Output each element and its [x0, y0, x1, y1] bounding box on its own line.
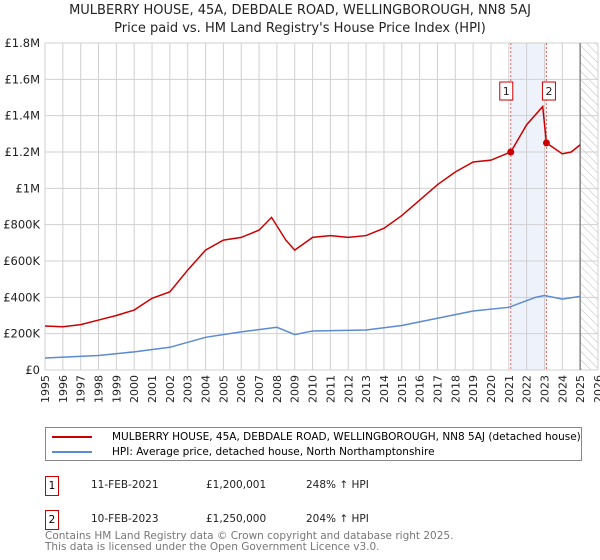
- y-tick-label: £0: [25, 363, 40, 377]
- legend-swatch-red: [52, 436, 92, 438]
- transaction-hpi: 248% ↑ HPI: [306, 479, 369, 491]
- y-tick-label: £1M: [15, 181, 40, 195]
- transaction-marker: 1: [45, 476, 59, 496]
- y-tick-label: £1.8M: [4, 36, 40, 50]
- x-tick-label: 1997: [75, 375, 88, 403]
- footer-line: This data is licensed under the Open Gov…: [45, 541, 380, 553]
- transaction-price: £1,250,000: [206, 513, 267, 525]
- price-chart: 1995 1996 1997 1998 1999 2000 2001 2002 2003 2004…: [3, 36, 600, 403]
- chart-subtitle: Price paid vs. HM Land Registry's House …: [114, 21, 486, 36]
- footer-line: Contains HM Land Registry data © Crown c…: [45, 530, 454, 542]
- x-tick-label: 2024: [556, 375, 569, 403]
- x-tick-label: 2000: [128, 375, 141, 403]
- x-tick-label: 2008: [271, 375, 284, 403]
- transaction-hpi: 204% ↑ HPI: [306, 513, 369, 525]
- legend-label: HPI: Average price, detached house, Nort…: [112, 446, 435, 458]
- legend-label: MULBERRY HOUSE, 45A, DEBDALE ROAD, WELLI…: [112, 431, 581, 443]
- transaction-marker: 2: [45, 510, 59, 530]
- y-tick-label: £600K: [3, 254, 40, 268]
- chart-title: MULBERRY HOUSE, 45A, DEBDALE ROAD, WELLI…: [69, 3, 531, 18]
- x-tick-label: 2001: [146, 375, 159, 403]
- x-tick-label: 2023: [538, 375, 551, 403]
- x-tick-label: 2015: [396, 375, 409, 403]
- x-tick-label: 2016: [414, 375, 427, 403]
- x-tick-label: 2002: [164, 375, 177, 403]
- x-tick-label: 2018: [449, 375, 462, 403]
- x-tick-label: 2026: [592, 375, 600, 403]
- y-tick-label: £1.6M: [4, 72, 40, 86]
- x-tick-label: 1998: [93, 375, 106, 403]
- x-tick-label: 2019: [467, 375, 480, 403]
- y-tick-label: £200K: [3, 327, 40, 341]
- y-tick-label: £1.2M: [4, 145, 40, 159]
- future-hatch: [580, 43, 598, 370]
- x-tick-label: 2007: [253, 375, 266, 403]
- annotation-label: 2: [545, 85, 552, 98]
- transaction-date: 10-FEB-2023: [91, 513, 159, 525]
- footer: Contains HM Land Registry data © Crown c…: [45, 531, 453, 553]
- series-line: [44, 104, 581, 328]
- x-tick-label: 2020: [485, 375, 498, 403]
- legend: MULBERRY HOUSE, 45A, DEBDALE ROAD, WELLI…: [45, 427, 582, 461]
- x-tick-label: 2022: [521, 375, 534, 403]
- x-tick-label: 2010: [307, 375, 320, 403]
- sale-point: [542, 139, 550, 147]
- sale-period-shading: [510, 43, 547, 370]
- x-tick-label: 2009: [289, 375, 302, 403]
- x-tick-label: 2025: [574, 375, 587, 403]
- annotation-box: [541, 81, 556, 101]
- x-tick-label: 2014: [378, 375, 391, 403]
- annotation-box: [499, 81, 514, 101]
- y-tick-label: £400K: [3, 290, 40, 304]
- x-tick-label: 2017: [431, 375, 444, 403]
- x-tick-label: 2021: [503, 375, 516, 403]
- x-tick-label: 2005: [217, 375, 230, 403]
- sale-point: [507, 148, 515, 156]
- legend-item-property: MULBERRY HOUSE, 45A, DEBDALE ROAD, WELLI…: [52, 431, 581, 443]
- x-tick-label: 1995: [39, 375, 52, 403]
- series-line: [44, 294, 581, 359]
- y-tick-label: £800K: [3, 218, 40, 232]
- x-tick-label: 1996: [57, 375, 70, 403]
- x-tick-label: 2011: [324, 375, 337, 403]
- legend-item-hpi: HPI: Average price, detached house, Nort…: [52, 446, 435, 458]
- x-tick-label: 2006: [235, 375, 248, 403]
- annotation-label: 1: [503, 85, 510, 98]
- x-tick-label: 1999: [110, 375, 123, 403]
- legend-swatch-blue: [52, 451, 92, 453]
- x-tick-label: 2012: [342, 375, 355, 403]
- x-tick-label: 2013: [360, 375, 373, 403]
- transaction-price: £1,200,001: [206, 479, 267, 491]
- x-tick-label: 2003: [182, 375, 195, 403]
- x-tick-label: 2004: [200, 375, 213, 403]
- y-tick-label: £1.4M: [4, 109, 40, 123]
- transaction-date: 11-FEB-2021: [91, 479, 159, 491]
